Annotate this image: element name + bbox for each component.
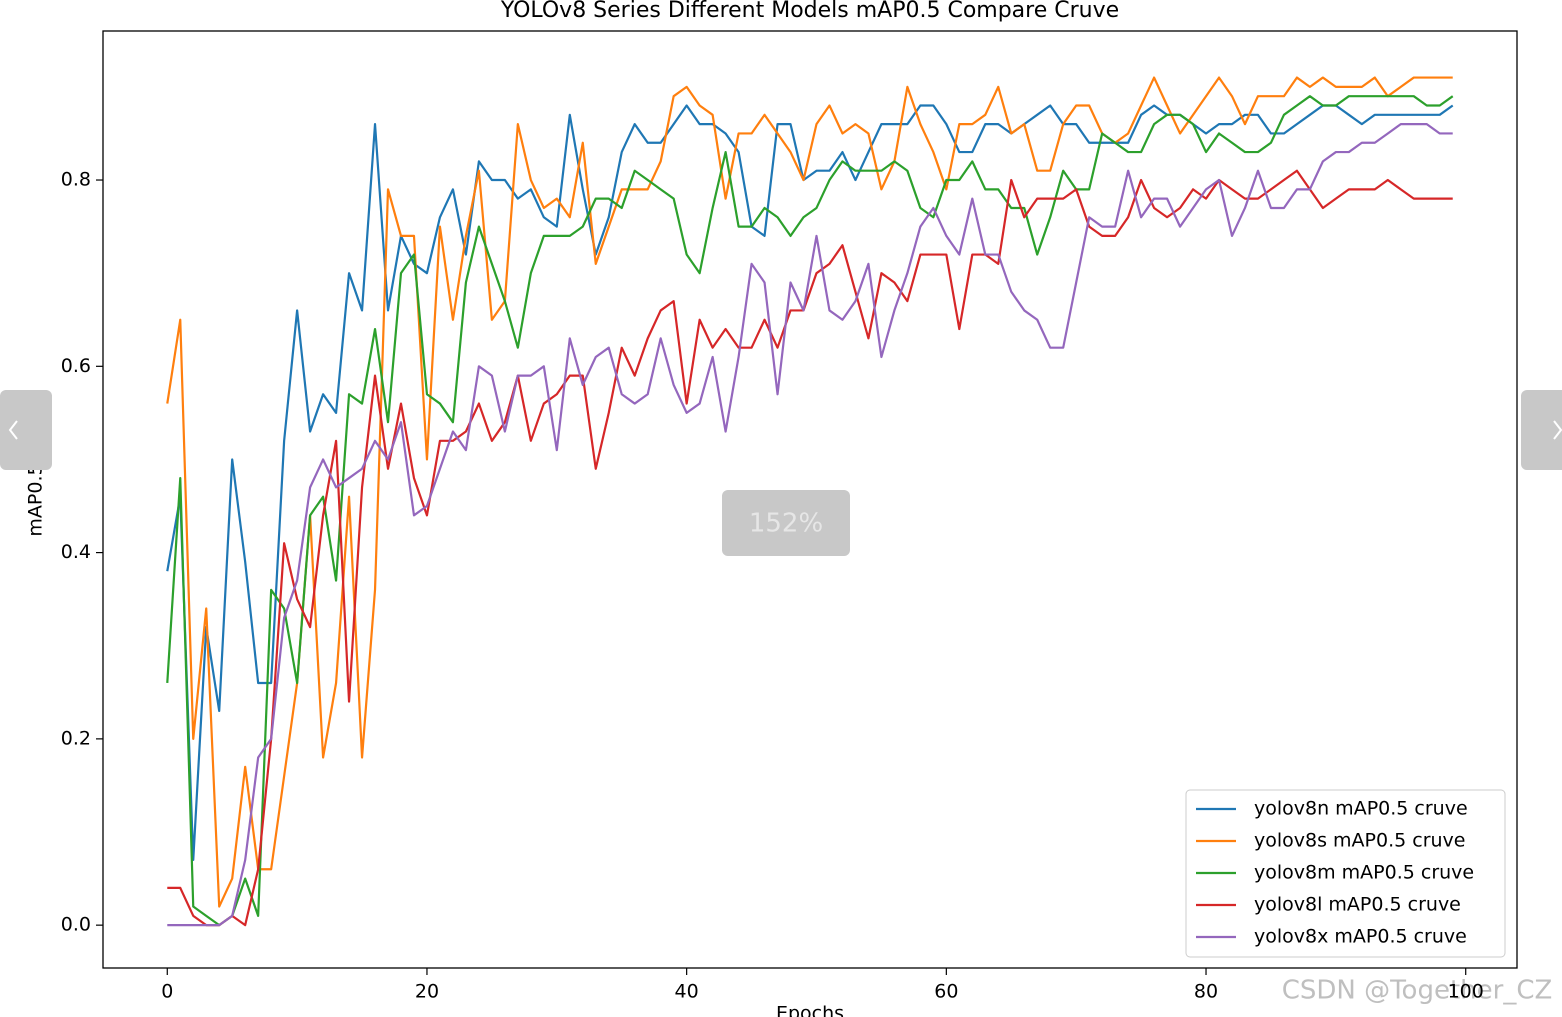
y-tick-label: 0.4 <box>61 541 91 563</box>
data-line <box>167 123 1453 927</box>
prev-icon <box>8 420 18 440</box>
legend-label: yolov8l mAP0.5 cruve <box>1254 894 1461 916</box>
prev-button[interactable] <box>0 390 52 470</box>
x-tick-label: 80 <box>1194 981 1218 1003</box>
zoom-badge <box>722 490 850 556</box>
y-tick-label: 0.0 <box>61 914 91 936</box>
y-tick-label: 0.8 <box>61 169 91 191</box>
y-tick-label: 0.6 <box>61 355 91 377</box>
legend: yolov8n mAP0.5 cruve yolov8s mAP0.5 cruve… <box>1185 789 1506 958</box>
plot-area <box>166 76 1454 927</box>
y-tick-label: 0.2 <box>61 727 91 749</box>
x-tick-label: 40 <box>675 981 699 1003</box>
legend-label: yolov8s mAP0.5 cruve <box>1254 830 1466 852</box>
data-line <box>167 169 1453 927</box>
chart-title: YOLOv8 Series Different Models mAP0.5 Co… <box>500 0 1119 23</box>
data-line <box>166 104 1454 862</box>
x-tick-label: 20 <box>415 981 439 1003</box>
legend-label: yolov8n mAP0.5 cruve <box>1254 798 1468 820</box>
next-button[interactable] <box>1521 390 1562 470</box>
data-line <box>166 95 1454 927</box>
x-tick-label: 100 <box>1448 981 1484 1003</box>
zoom-level: 152% <box>749 509 823 539</box>
y-axis-label: mAP0.5 <box>25 463 47 536</box>
legend-box <box>1185 789 1506 958</box>
axes-frame <box>102 30 1518 969</box>
legend-label: yolov8m mAP0.5 cruve <box>1254 862 1474 884</box>
legend-label: yolov8x mAP0.5 cruve <box>1254 926 1467 948</box>
data-line <box>166 76 1453 908</box>
x-tick-label: 0 <box>161 981 173 1003</box>
next-icon <box>1553 420 1562 440</box>
x-tick-label: 60 <box>934 981 958 1003</box>
x-axis-label: Epochs <box>776 1003 844 1017</box>
watermark: CSDN @Together_CZ <box>1282 976 1553 1006</box>
